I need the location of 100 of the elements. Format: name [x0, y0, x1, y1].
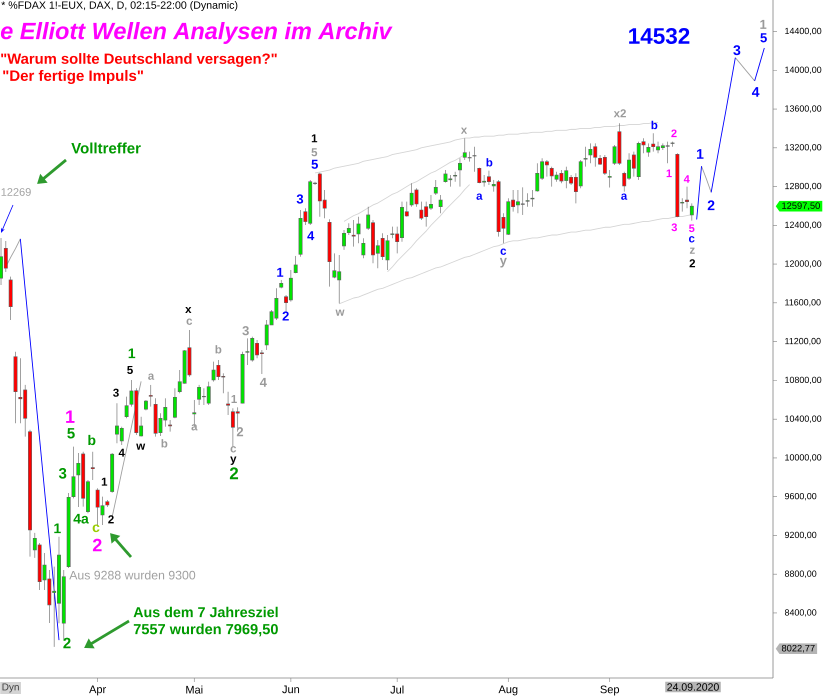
annotation: 2: [108, 515, 114, 524]
candlestick: [342, 230, 346, 250]
annotation: a: [191, 424, 198, 430]
annotation: 3: [296, 194, 304, 204]
annotation: 1: [54, 523, 61, 534]
candlestick: [352, 220, 356, 247]
annotation: 5: [67, 428, 75, 439]
annotation: 2: [63, 638, 71, 648]
annotation: c: [500, 248, 506, 255]
annotation: x: [460, 128, 468, 134]
annotation: "Warum sollte Deutschland versagen?": [1, 53, 277, 67]
y-tick-label: 10800,00: [785, 376, 822, 384]
candlestick: [530, 190, 534, 208]
annotation: 2: [236, 427, 244, 436]
text: 8022,77: [782, 644, 815, 653]
annotation: 1: [312, 134, 318, 142]
y-tick-label: 12800,00: [785, 182, 822, 190]
annotation: 2: [92, 538, 102, 552]
y-tick-label: 8800,00: [784, 570, 816, 578]
candlestick: [685, 186, 689, 209]
annotation: Aus 9288 wurden 9300: [69, 570, 196, 580]
candlestick: [472, 146, 476, 172]
annotation: e Elliott Wellen Analysen im Archiv: [0, 22, 393, 44]
chart-title: * %FDAX 1!-EUX, DAX, D, 02:15-22:00 (Dynamic): [1, 1, 238, 11]
annotation: 5: [311, 160, 318, 169]
annotation: b: [216, 345, 222, 354]
annotation: 2: [690, 259, 696, 268]
annotation: 4: [752, 87, 760, 97]
x-tick-label: Jul: [390, 686, 404, 694]
candlestick: [356, 216, 360, 244]
x-tick-label: Apr: [89, 686, 106, 696]
annotation: 2: [282, 311, 289, 321]
y-tick-label: 10000,00: [785, 454, 822, 462]
annotation: "Der fertige Impuls": [3, 70, 143, 84]
annotation: 5: [688, 224, 694, 232]
annotation: c: [230, 446, 236, 452]
annotation: x: [185, 306, 192, 314]
annotation: b: [88, 434, 96, 446]
annotation: 2: [671, 129, 677, 138]
annotation: 3: [672, 223, 677, 232]
annotation: Aus dem 7 Jahresziel: [134, 606, 278, 618]
y-tick-label: 13600,00: [785, 105, 822, 113]
annotation: 5: [127, 366, 133, 374]
annotation: 1: [232, 395, 237, 403]
annotation: 2: [230, 467, 238, 480]
annotation: x2: [614, 109, 626, 118]
y-tick-label: 9600,00: [784, 492, 816, 500]
annotation: 7557 wurden 7969,50: [134, 624, 278, 636]
y-tick-label: 10400,00: [785, 415, 822, 423]
annotation: y: [230, 456, 236, 465]
annotation: 3: [733, 45, 740, 56]
candlestick: [172, 388, 177, 419]
annotation: w: [336, 310, 344, 316]
candlestick: [458, 158, 462, 187]
annotation: c: [186, 318, 192, 325]
annotation: 4: [118, 448, 125, 457]
candlestick: [28, 430, 32, 557]
annotation: 14532: [629, 28, 690, 44]
y-tick-label: 11600,00: [785, 299, 821, 307]
annotation: c: [688, 236, 695, 242]
candlestick: [90, 451, 95, 480]
annotation: 1: [128, 348, 136, 358]
candlestick: [328, 219, 332, 287]
candlestick: [584, 146, 588, 167]
text: 24.09.2020: [667, 683, 719, 691]
annotation: b: [652, 120, 658, 130]
y-tick-label: 12000,00: [785, 260, 822, 268]
annotation: y: [500, 258, 507, 268]
x-tick-label: Aug: [498, 686, 518, 696]
annotation: a: [476, 194, 483, 200]
annotation: 3: [242, 326, 249, 336]
annotation: 1: [277, 268, 284, 277]
annotation: 1: [102, 478, 108, 486]
x-tick-label: Jun: [282, 686, 300, 694]
annotation: a: [148, 374, 154, 380]
y-tick-label: 13200,00: [785, 144, 822, 152]
annotation: 3: [58, 468, 66, 479]
annotation: 1: [666, 170, 672, 178]
candlestick: [72, 446, 76, 499]
candlestick: [148, 384, 153, 407]
annotation: 4: [260, 378, 267, 387]
annotation: 3: [113, 388, 119, 397]
annotation: 1: [760, 20, 766, 29]
y-tick-label: 14000,00: [785, 66, 822, 74]
annotation: w: [136, 444, 146, 450]
y-tick-label: 9200,00: [784, 532, 816, 540]
y-tick-label: 11200,00: [785, 338, 821, 346]
candlestick: [14, 351, 18, 424]
annotation: 2: [708, 200, 714, 210]
annotation: 5: [760, 33, 767, 42]
annotation: b: [486, 158, 492, 167]
y-tick-label: 12400,00: [785, 222, 822, 229]
annotation: b: [162, 439, 168, 448]
y-tick-label: 8400,00: [784, 609, 816, 617]
candlestick: [294, 256, 298, 274]
annotation: 4: [684, 175, 690, 183]
annotation: 1: [66, 410, 75, 423]
candlestick: [226, 391, 230, 416]
text: Dyn: [2, 684, 19, 692]
annotation: a: [621, 194, 628, 200]
